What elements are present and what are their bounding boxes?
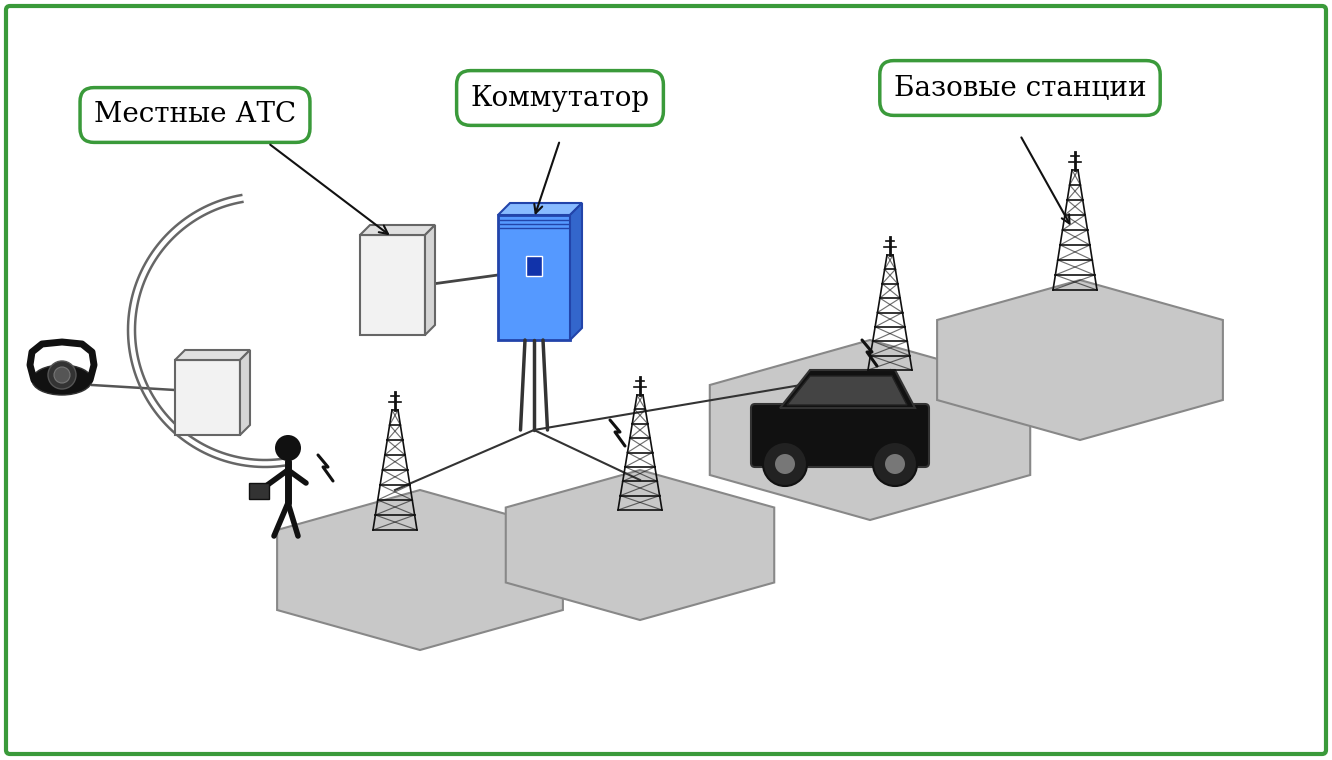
Polygon shape [277, 490, 563, 650]
Polygon shape [425, 225, 436, 335]
Text: Базовые станции: Базовые станции [894, 74, 1147, 102]
Circle shape [55, 367, 71, 383]
Polygon shape [498, 203, 582, 215]
Polygon shape [938, 280, 1223, 440]
Circle shape [872, 442, 916, 486]
FancyBboxPatch shape [249, 483, 269, 499]
Circle shape [48, 361, 76, 389]
Polygon shape [787, 376, 907, 405]
Text: Коммутатор: Коммутатор [470, 84, 650, 112]
FancyBboxPatch shape [174, 360, 240, 435]
Polygon shape [174, 350, 250, 360]
FancyBboxPatch shape [7, 6, 1325, 754]
Circle shape [884, 454, 904, 474]
FancyBboxPatch shape [498, 215, 570, 340]
Text: Местные АТС: Местные АТС [95, 102, 296, 128]
FancyBboxPatch shape [360, 235, 425, 335]
FancyBboxPatch shape [526, 256, 542, 276]
Polygon shape [240, 350, 250, 435]
FancyBboxPatch shape [751, 404, 928, 467]
Polygon shape [360, 225, 436, 235]
Circle shape [775, 454, 795, 474]
Circle shape [274, 435, 301, 461]
Polygon shape [506, 470, 774, 620]
Polygon shape [781, 370, 915, 408]
Ellipse shape [32, 365, 92, 395]
Circle shape [763, 442, 807, 486]
Polygon shape [710, 340, 1030, 520]
Polygon shape [570, 203, 582, 340]
